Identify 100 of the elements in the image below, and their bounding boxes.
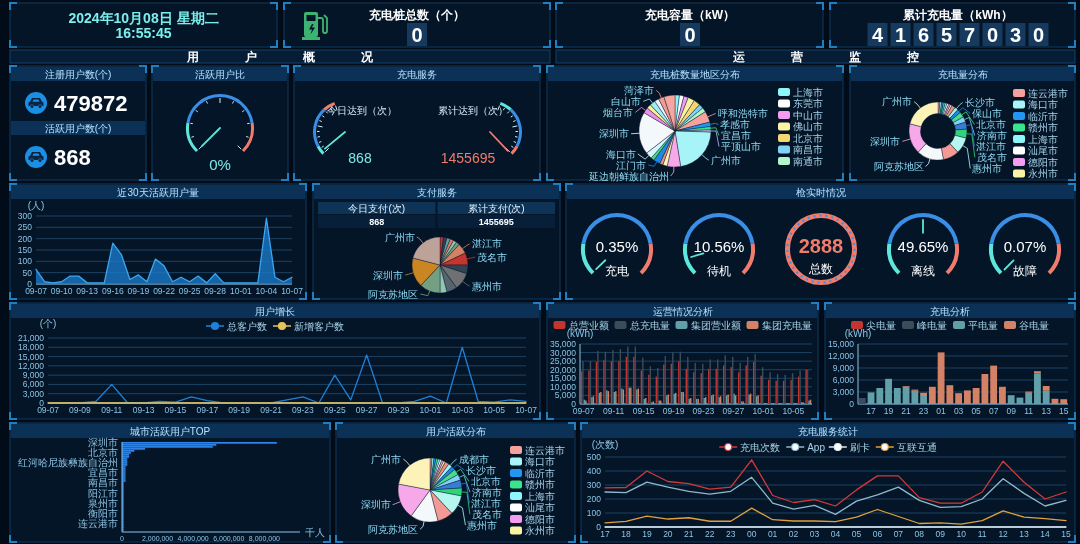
- text: 0%: [209, 156, 231, 173]
- legend-label: 汕尾市: [1028, 145, 1058, 156]
- x-tick-label: 09-22: [153, 286, 176, 296]
- text: 充电桩总数（个）: [368, 8, 465, 22]
- slice-label: 深圳市: [373, 269, 404, 281]
- slice-label: 长沙市: [466, 464, 497, 476]
- x-tick-label: 23: [918, 406, 929, 416]
- category-label: 累计达到（次）: [438, 105, 508, 116]
- x-tick-label: 02: [788, 529, 799, 539]
- text: 16:55:45: [115, 25, 172, 41]
- x-tick-label: 05: [851, 529, 862, 539]
- legend-label: App: [807, 441, 826, 453]
- x-tick-label: 15: [1058, 406, 1069, 416]
- legend-label: 集团充电量: [761, 319, 812, 331]
- y-tick-label: 3,000: [832, 386, 855, 397]
- slice-label: 深圳市: [599, 128, 630, 140]
- legend-label: 临沂市: [525, 467, 555, 479]
- legend-label: 临沂市: [1028, 110, 1058, 122]
- x-tick-label: 05: [971, 406, 982, 416]
- x-tick-label: 10-01: [419, 405, 442, 415]
- x-tick-label: 06: [872, 529, 883, 539]
- x-tick-label: 10-07: [515, 405, 538, 415]
- x-tick-label: 01: [767, 529, 778, 539]
- legend-label: 海口市: [1028, 99, 1058, 110]
- text: 10.56%: [693, 238, 745, 255]
- legend-label: 佛山市: [793, 121, 823, 132]
- y-tick-label: 200: [586, 493, 602, 504]
- slice-label: 惠州市: [470, 280, 502, 292]
- slice-label: 济南市: [471, 486, 502, 498]
- category-label: 今日支付(次): [348, 203, 406, 214]
- text: 累计充电量（kWh）: [902, 8, 1013, 22]
- slice-label: 深圳市: [870, 135, 901, 147]
- slice-label: 湛江市: [976, 140, 1007, 152]
- slice-label: 深圳市: [360, 499, 391, 511]
- x-tick-label: 09-16: [101, 286, 124, 296]
- y-tick-label: 15,000: [18, 351, 45, 362]
- legend-label: 南通市: [793, 155, 823, 167]
- y-tick-label: 100: [17, 256, 33, 267]
- text: 49.65%: [897, 238, 949, 255]
- slice-label: 孝感市: [720, 119, 751, 131]
- legend-label: 德阳市: [1028, 156, 1058, 168]
- category-label: 总数: [808, 262, 833, 276]
- x-tick-label: 01: [936, 406, 947, 416]
- x-tick-label: 09: [1006, 406, 1017, 416]
- y-tick-label: 阳江市: [88, 487, 118, 499]
- x-tick-label: 09-25: [178, 286, 201, 296]
- y-tick-label: 150: [17, 244, 33, 255]
- y-axis-title: (人): [27, 200, 45, 211]
- y-tick-label: 35,000: [550, 338, 577, 349]
- y-tick-label: 20,000: [550, 364, 577, 375]
- x-tick-label: 12: [998, 529, 1009, 539]
- y-tick-label: 3,000: [22, 388, 45, 399]
- x-tick-label: 10: [956, 529, 967, 539]
- legend-label: 谷电量: [1019, 319, 1049, 331]
- text: 2024年10月08日 星期二: [68, 10, 219, 26]
- x-tick-label: 03: [809, 529, 820, 539]
- x-tick-label: 09-13: [132, 405, 155, 415]
- data-label: 1455695: [440, 150, 496, 166]
- legend-label: 永州市: [525, 525, 555, 536]
- x-tick-label: 19: [642, 529, 652, 539]
- y-tick-label: 5,000: [554, 390, 577, 401]
- x-tick-label: 10-07: [281, 286, 304, 296]
- slice-label: 烟台市: [603, 106, 634, 118]
- data-label: 2888: [798, 235, 844, 257]
- y-tick-label: 0: [596, 521, 602, 532]
- x-tick-label: 09-07: [37, 405, 60, 415]
- y-tick-label: 300: [586, 479, 602, 490]
- chart-title: 用户增长: [255, 305, 295, 317]
- legend-label: 互联互通: [896, 441, 937, 453]
- x-tick-label: 09-29: [387, 405, 410, 415]
- slice-label: 阿克苏地区: [873, 161, 924, 173]
- legend-label: 尖电量: [866, 319, 896, 331]
- y-axis-title: (kWh): [844, 328, 872, 339]
- slice-label: 江门市: [616, 159, 647, 171]
- slice-label: 广州市: [710, 154, 741, 166]
- y-axis-title: (个): [39, 318, 57, 329]
- x-tick-label: 09-15: [632, 406, 655, 416]
- y-tick-label: 12,000: [18, 360, 45, 371]
- category-label: 待机: [707, 264, 731, 278]
- slice-label: 茂名市: [976, 151, 1007, 163]
- category-label: 累计支付(次): [467, 203, 525, 214]
- category-label: 注册用户数(个): [44, 68, 112, 80]
- text: 活跃用户比: [195, 68, 245, 80]
- x-tick-label: 09-25: [323, 405, 346, 415]
- y-tick-label: 21,000: [18, 332, 45, 343]
- legend-label: 新增客户数: [294, 320, 344, 332]
- x-tick-label: 09-19: [662, 406, 685, 416]
- y-tick-label: 9,000: [22, 370, 45, 381]
- x-tick-label: 11: [1024, 406, 1034, 416]
- legend-label: 赣州市: [1028, 122, 1058, 133]
- y-tick-label: 泉州市: [88, 497, 118, 509]
- slice-label: 宜昌市: [720, 130, 751, 142]
- x-tick-label: 14: [1040, 529, 1051, 539]
- y-tick-label: 300: [17, 210, 33, 221]
- x-tick-label: 03: [953, 406, 964, 416]
- x-tick-label: 00: [746, 529, 757, 539]
- legend-label: 赣州市: [525, 479, 555, 490]
- y-tick-label: 0: [39, 397, 45, 408]
- x-axis-title: 千人: [305, 527, 325, 538]
- data-label: 1455695: [478, 217, 514, 227]
